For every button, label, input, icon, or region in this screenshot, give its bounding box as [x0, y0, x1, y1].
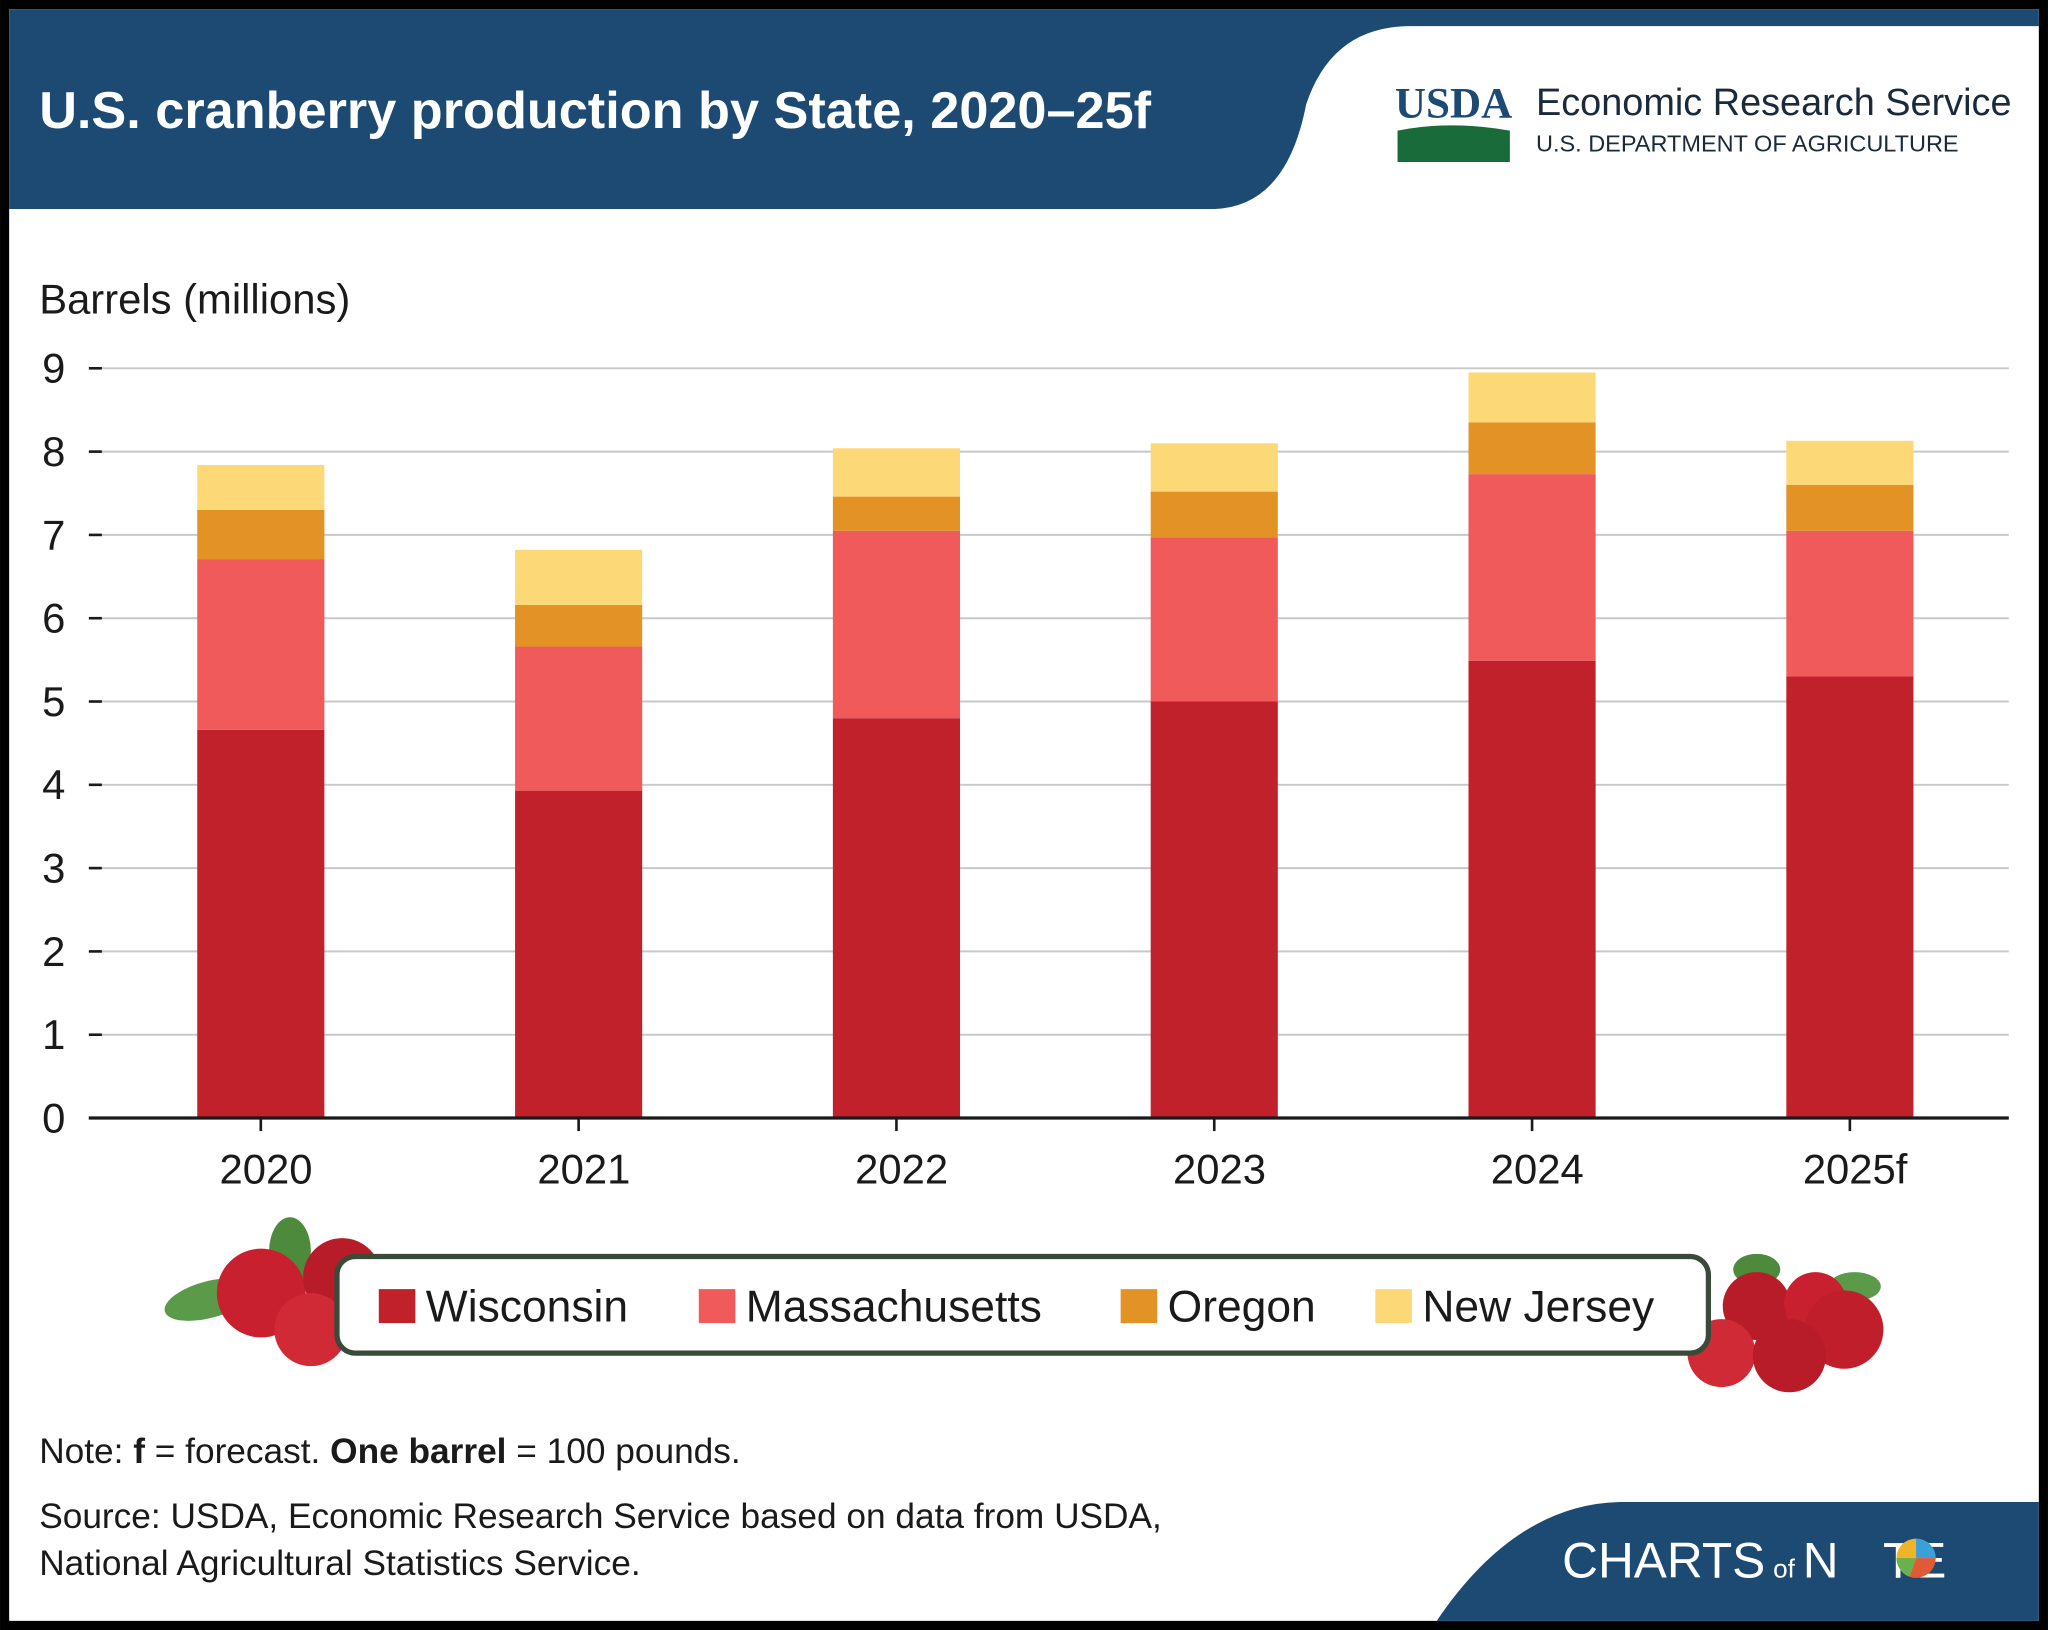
x-tick-label: 2020	[220, 1145, 313, 1192]
note-part: One barrel	[330, 1432, 506, 1471]
legend: Wisconsin Massachusetts Oregon New Jersey	[378, 1283, 1655, 1332]
bar-segment	[197, 509, 325, 560]
y-tick-label: 3	[42, 844, 65, 891]
legend-box	[334, 1253, 1712, 1356]
legend-label: New Jersey	[1422, 1283, 1655, 1332]
note: Note: f = forecast. One barrel = 100 pou…	[39, 1432, 741, 1471]
bar-segment	[832, 496, 961, 531]
y-tick-label: 8	[42, 428, 65, 475]
bar-segment	[1786, 530, 1914, 677]
header-band	[9, 9, 2039, 209]
x-tick-label: 2023	[1173, 1145, 1266, 1192]
branding: CHARTSofNTE	[1562, 1533, 1946, 1589]
x-tick-label: 2022	[855, 1145, 948, 1192]
logo-department: U.S. DEPARTMENT OF AGRICULTURE	[1536, 131, 1959, 157]
logo-agency: Economic Research Service	[1536, 82, 2012, 124]
note-part: Note:	[39, 1432, 133, 1471]
bar-segment	[197, 729, 325, 1119]
legend-swatch	[698, 1289, 736, 1324]
branding-band	[1436, 1502, 2039, 1621]
branding-pie	[1896, 1538, 1936, 1578]
bar-segment	[197, 464, 325, 510]
x-tick-label: 2025f	[1803, 1145, 1908, 1192]
bar-segment	[1468, 474, 1596, 661]
y-tick-label: 1	[42, 1011, 65, 1058]
bar-segment	[1150, 701, 1278, 1119]
source-line: National Agricultural Statistics Service…	[39, 1544, 640, 1583]
title: U.S. cranberry production by State, 2020…	[39, 82, 1151, 140]
legend-label: Oregon	[1168, 1283, 1316, 1332]
legend-label: Massachusetts	[746, 1283, 1042, 1332]
plot: 0 1 2 3 4 5 6 7 8 9 2020 2021 2022 2023 2024 2025f	[42, 345, 2009, 1192]
logo-field	[1397, 125, 1510, 162]
legend-swatch	[1375, 1289, 1412, 1324]
y-tick-label: 6	[42, 595, 65, 642]
bar-segment	[1150, 537, 1278, 702]
branding-part: N	[1803, 1533, 1839, 1589]
bar-segment	[832, 530, 961, 719]
bar-segment	[515, 646, 643, 791]
branding-part: CHARTS	[1562, 1533, 1765, 1589]
bar-segment	[515, 549, 643, 605]
bar-segment	[1150, 443, 1278, 492]
bar-segment	[1468, 372, 1596, 423]
legend-swatch	[378, 1289, 416, 1324]
bar-segment	[1786, 440, 1914, 485]
y-tick-label: 4	[42, 761, 65, 808]
logo-mark: USDA	[1395, 81, 1512, 128]
y-tick-label: 7	[42, 511, 65, 558]
source-line: Source: USDA, Economic Research Service …	[39, 1497, 1162, 1536]
bar-segment	[1786, 676, 1914, 1119]
bar-segment	[1468, 660, 1596, 1119]
note-part: = forecast.	[145, 1432, 330, 1471]
bar-segment	[515, 604, 643, 647]
y-axis-label: Barrels (millions)	[39, 275, 350, 322]
legend-swatch	[1120, 1289, 1158, 1324]
x-tick-label: 2024	[1491, 1145, 1584, 1192]
x-tick-label: 2021	[537, 1145, 630, 1192]
bar-segment	[197, 559, 325, 730]
branding-part: of	[1773, 1554, 1796, 1584]
note-part: f	[133, 1432, 145, 1471]
bar-segment	[832, 718, 961, 1119]
bar-segment	[832, 448, 961, 497]
note-part: = 100 pounds.	[506, 1432, 740, 1471]
y-tick-label: 5	[42, 678, 65, 725]
y-tick-label: 0	[42, 1094, 65, 1141]
cranberries-right	[1687, 1253, 1884, 1393]
bar-segment	[1468, 422, 1596, 475]
y-tick-label: 9	[42, 345, 65, 392]
bar-segment	[515, 790, 643, 1119]
bar-segment	[1786, 484, 1914, 531]
bar-segment	[1150, 491, 1278, 538]
y-tick-label: 2	[42, 928, 65, 975]
legend-label: Wisconsin	[426, 1283, 628, 1332]
